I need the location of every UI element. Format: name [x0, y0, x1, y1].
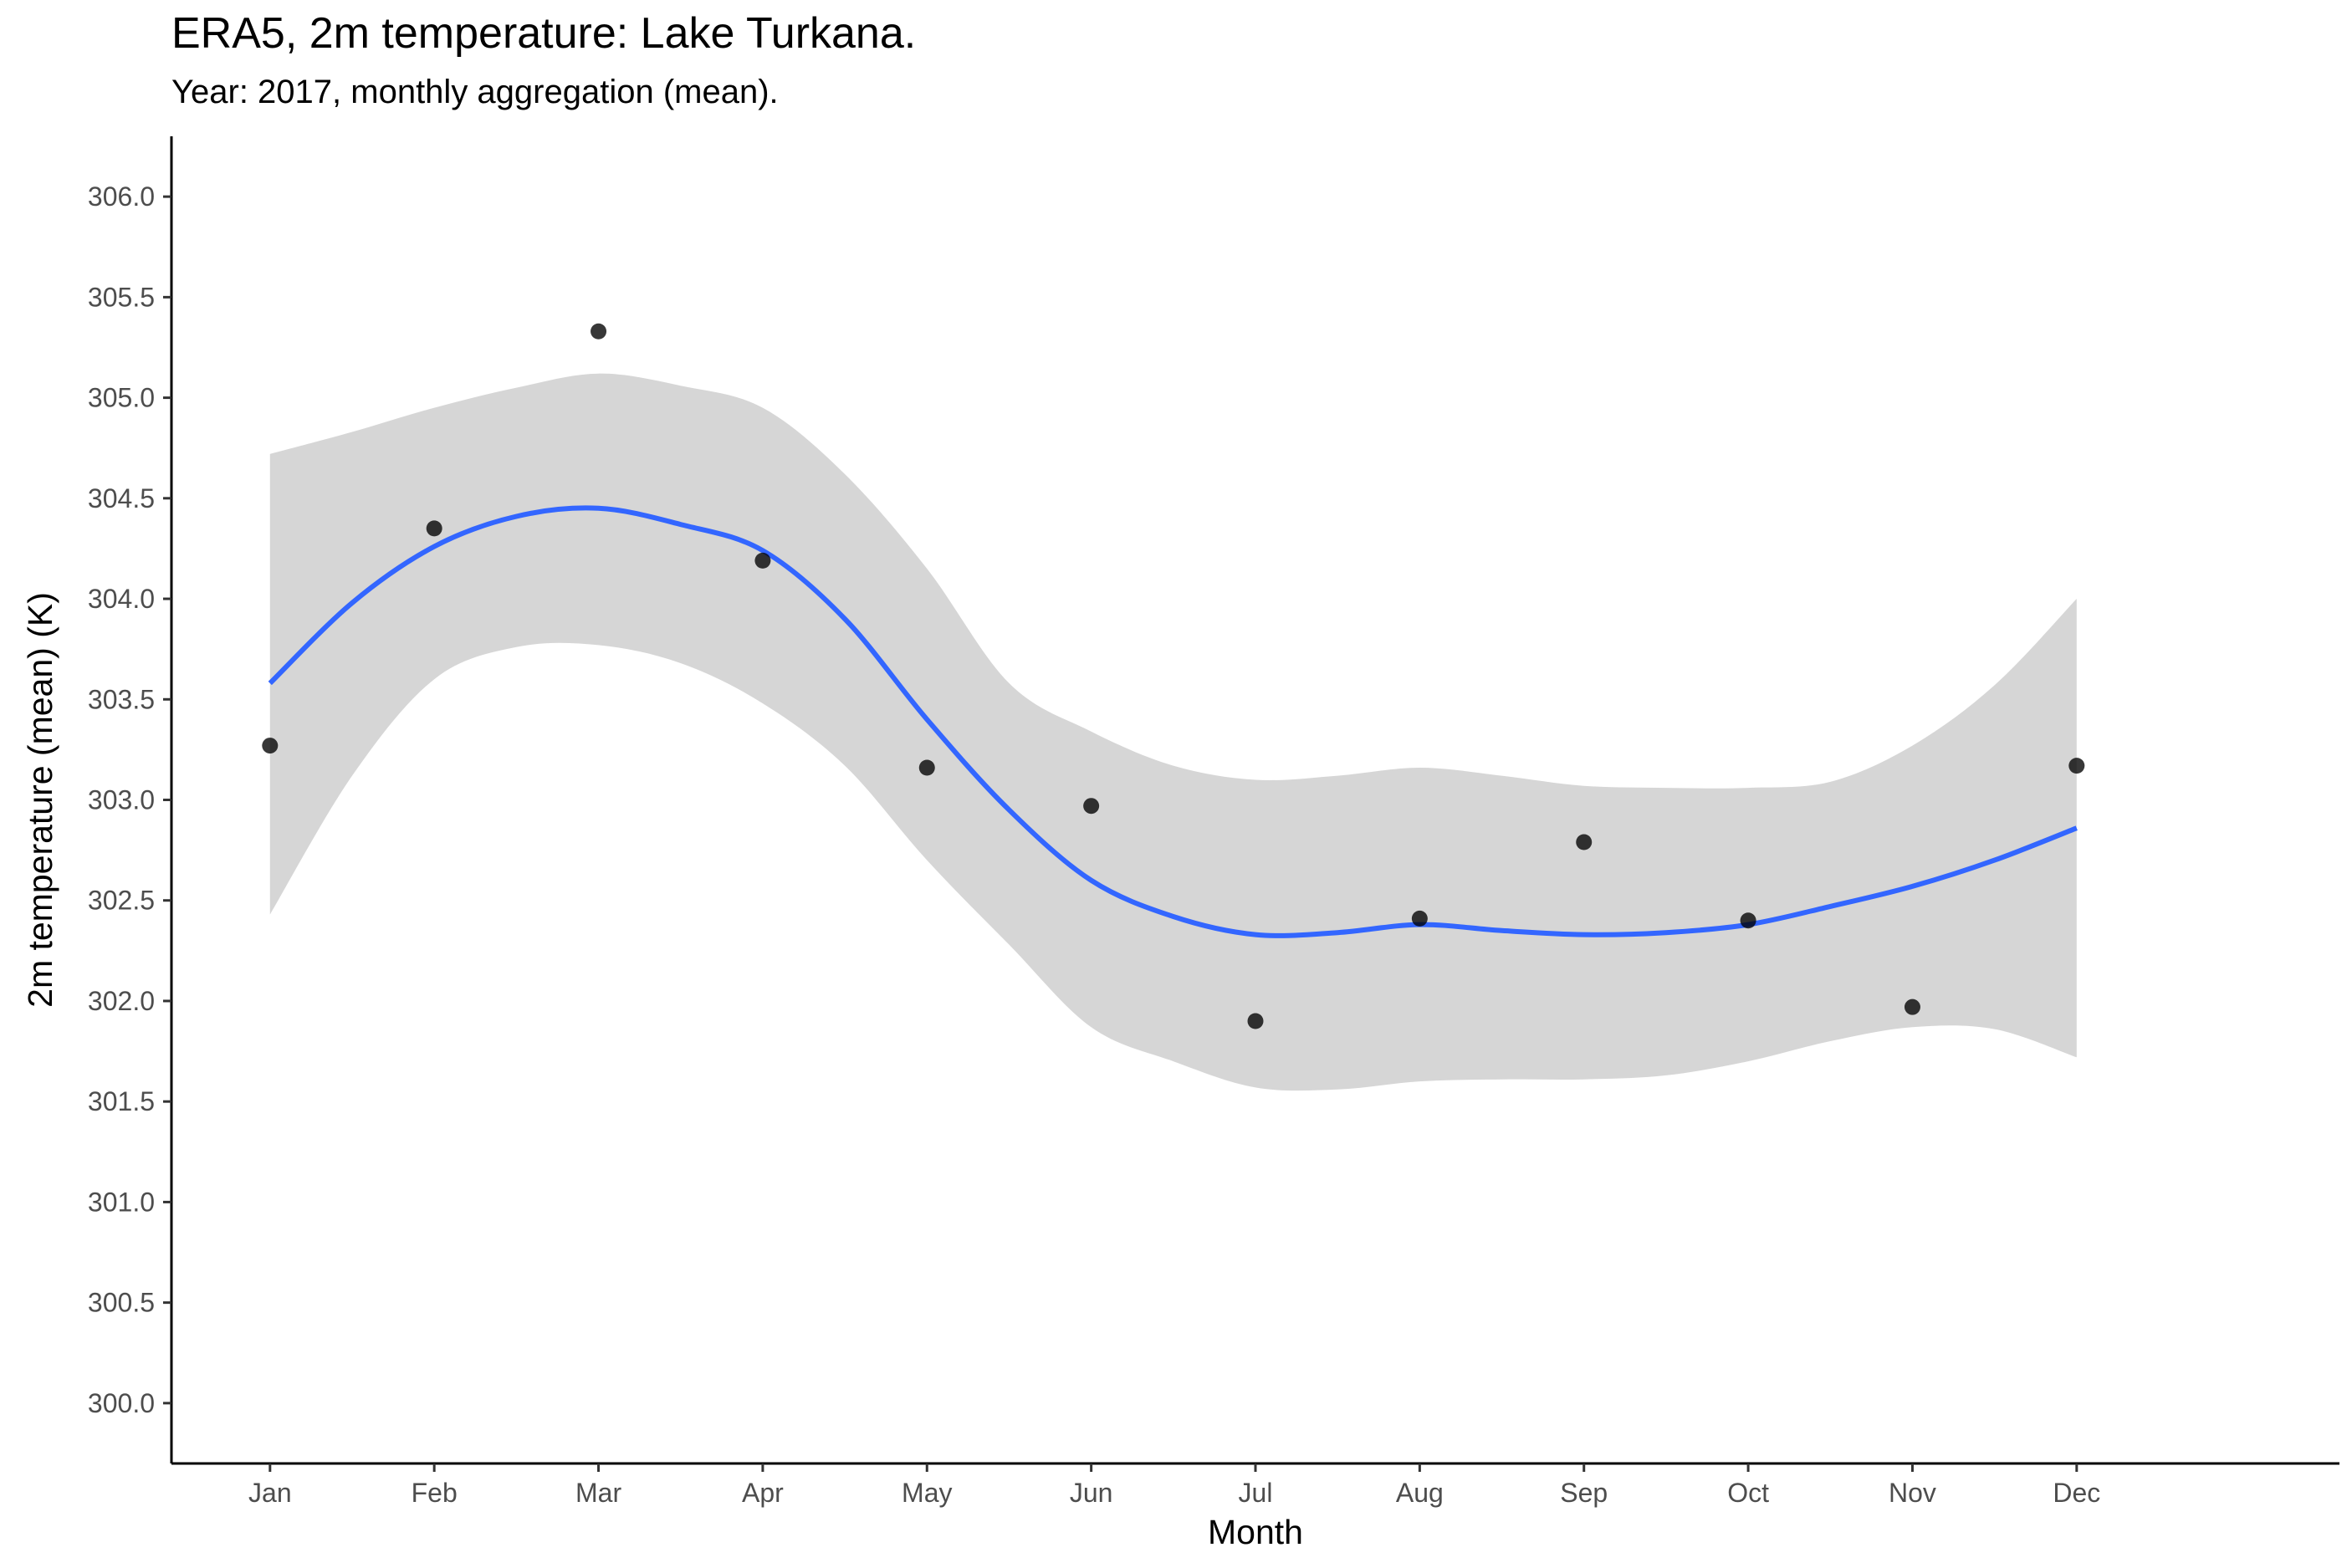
y-axis-title: 2m temperature (mean) (K): [21, 592, 59, 1008]
y-tick-label: 303.0: [88, 785, 155, 815]
x-tick-label-feb: Feb: [412, 1478, 458, 1508]
data-point-oct: [1740, 912, 1756, 929]
x-tick-label-jan: Jan: [248, 1478, 292, 1508]
chart-title: ERA5, 2m temperature: Lake Turkana.: [171, 9, 917, 58]
y-axis-ticks: 300.0 300.5 301.0 301.5 302.0 302.5 303.0 303.5…: [88, 181, 171, 1418]
data-point-dec: [2068, 758, 2085, 774]
confidence-band-layer: [269, 373, 2077, 1091]
data-points-layer: [262, 323, 2085, 1029]
smooth-line-layer: [268, 505, 2078, 938]
y-tick-label: 303.5: [88, 684, 155, 714]
y-tick-label: 305.0: [88, 383, 155, 413]
x-axis-ticks: Jan Feb Mar Apr May Jun Jul Aug Sep Oct Nov Dec: [248, 1463, 2100, 1508]
y-tick-label: 300.0: [88, 1388, 155, 1418]
x-tick-label-apr: Apr: [742, 1478, 784, 1508]
confidence-band: [269, 373, 2077, 1091]
smooth-trend-line: [268, 505, 2078, 938]
y-tick-label: 301.5: [88, 1086, 155, 1116]
y-tick-label: 304.0: [88, 584, 155, 614]
chart-subtitle: Year: 2017, monthly aggregation (mean).: [171, 74, 779, 110]
y-tick-label: 304.5: [88, 483, 155, 513]
x-tick-label-aug: Aug: [1396, 1478, 1444, 1508]
y-tick-label: 300.5: [88, 1288, 155, 1318]
y-tick-label: 306.0: [88, 181, 155, 212]
data-point-mar: [591, 323, 607, 340]
data-point-jan: [262, 738, 279, 754]
data-point-nov: [1904, 999, 1920, 1015]
data-point-may: [918, 759, 935, 776]
data-point-sep: [1576, 834, 1593, 850]
y-tick-label: 302.5: [88, 886, 155, 916]
x-tick-label-may: May: [902, 1478, 952, 1508]
data-point-jul: [1247, 1013, 1264, 1029]
x-tick-label-oct: Oct: [1727, 1478, 1769, 1508]
x-axis-title: Month: [1208, 1513, 1303, 1551]
x-tick-label-sep: Sep: [1560, 1478, 1608, 1508]
y-tick-label: 302.0: [88, 986, 155, 1016]
data-point-feb: [426, 520, 442, 537]
x-tick-label-dec: Dec: [2053, 1478, 2100, 1508]
x-tick-label-mar: Mar: [575, 1478, 621, 1508]
x-tick-label-jul: Jul: [1239, 1478, 1273, 1508]
data-point-apr: [754, 552, 771, 569]
data-point-jun: [1083, 798, 1100, 815]
x-tick-label-nov: Nov: [1889, 1478, 1936, 1508]
y-tick-label: 301.0: [88, 1187, 155, 1217]
y-tick-label: 305.5: [88, 282, 155, 312]
x-tick-label-jun: Jun: [1070, 1478, 1113, 1508]
data-point-aug: [1411, 910, 1428, 927]
